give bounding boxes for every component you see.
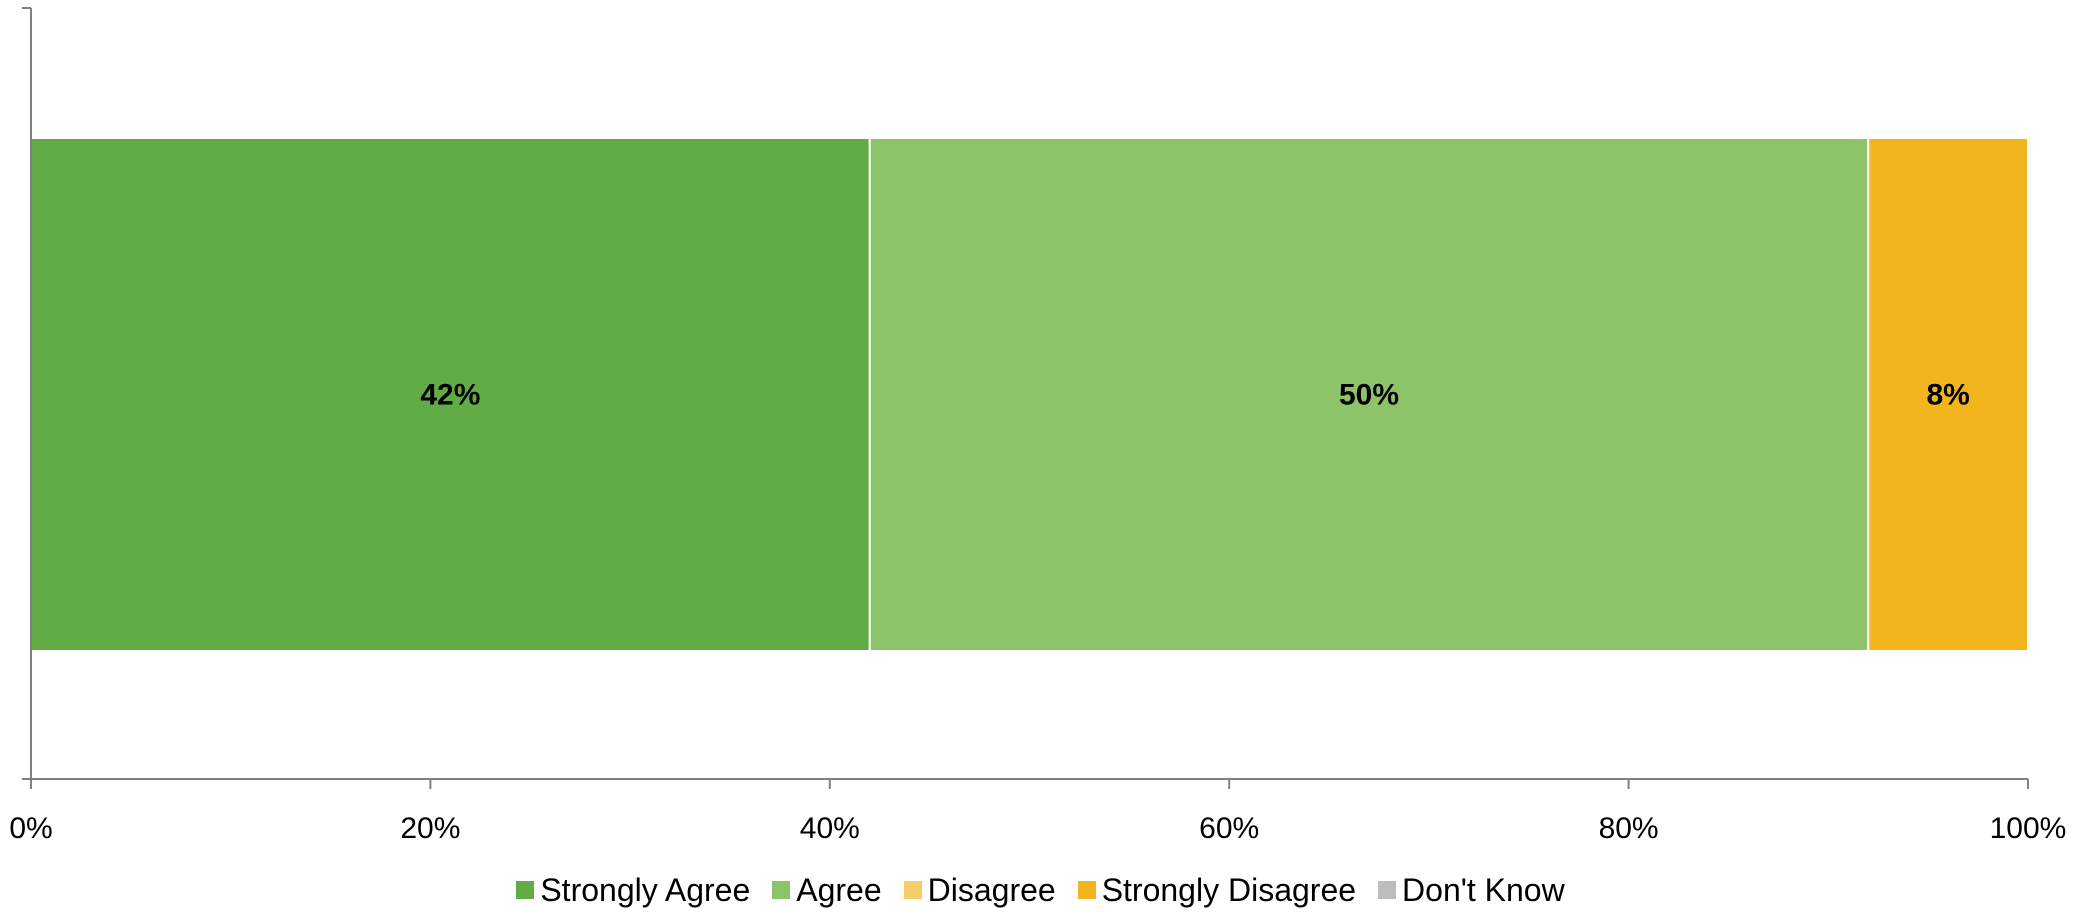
legend-swatch-agree <box>772 881 791 899</box>
x-tick-label: 60% <box>1199 812 1259 845</box>
legend-label: Don't Know <box>1402 871 1565 908</box>
legend-item-strongly-disagree: Strongly Disagree <box>1077 871 1357 909</box>
legend-item-dont-know: Don't Know <box>1378 872 1565 909</box>
legend-label: Agree <box>796 871 882 908</box>
legend-swatch-dont-know <box>1378 881 1397 899</box>
bar-segments <box>30 137 2029 652</box>
x-tick-label: 80% <box>1599 812 1659 845</box>
legend-item-agree: Agree <box>772 871 882 909</box>
x-tick-label: 0% <box>9 812 52 845</box>
legend-item-strongly-agree: Strongly Agree <box>516 872 750 909</box>
legend-swatch-disagree <box>903 881 922 899</box>
data-label: 50% <box>1339 379 1399 412</box>
data-label: 42% <box>420 379 480 412</box>
bar-segment-strongly-agree <box>30 137 871 652</box>
bar-segment-strongly-disagree <box>1867 137 2029 652</box>
legend-swatch-strongly-agree <box>516 881 535 899</box>
data-labels: 42% 50% 8% <box>420 379 1969 412</box>
x-tick-label: 100% <box>1990 812 2067 845</box>
x-tick-label: 40% <box>800 812 860 845</box>
x-tick-label: 20% <box>400 812 460 845</box>
data-label: 8% <box>1926 379 1969 412</box>
legend-label: Disagree <box>927 871 1056 908</box>
x-axis-ticks: 0% 20% 40% 60% 80% 100% <box>9 7 2067 845</box>
legend-label: Strongly Disagree <box>1101 871 1357 908</box>
bar-segment-agree <box>868 137 1870 652</box>
legend-item-disagree: Disagree <box>903 871 1056 909</box>
legend-label: Strongly Agree <box>540 871 751 908</box>
legend: Strongly Agree Agree Disagree Strongly D… <box>0 868 2081 912</box>
legend-swatch-strongly-disagree <box>1077 881 1096 899</box>
